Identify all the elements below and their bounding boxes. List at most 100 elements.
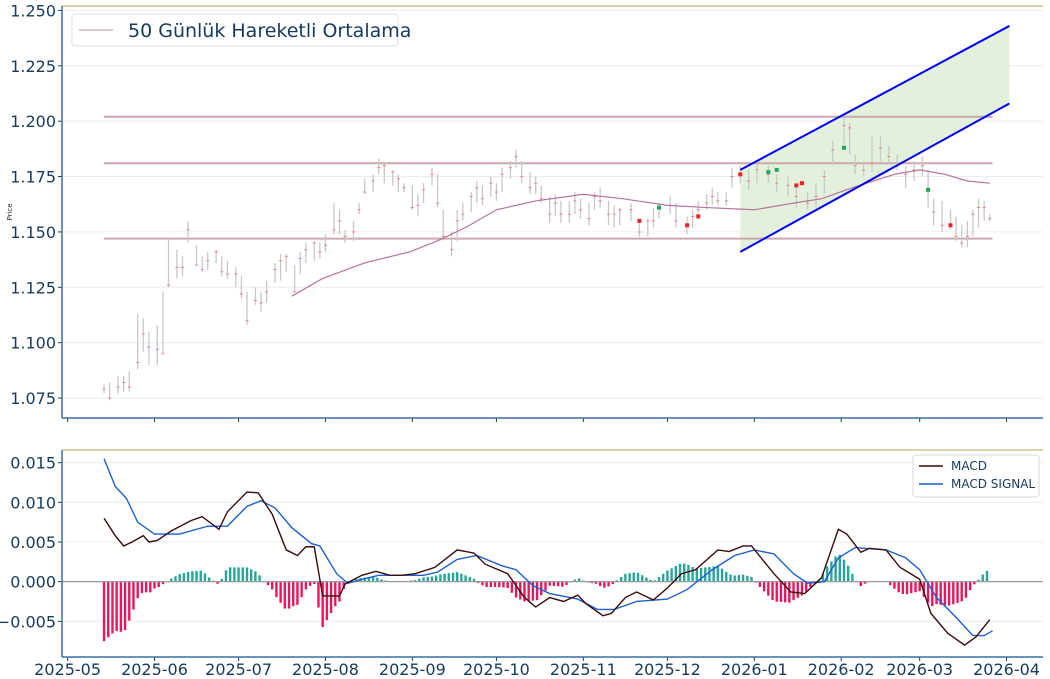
macd-histogram-bar: [451, 572, 455, 582]
macd-histogram-bar: [254, 571, 257, 582]
macd-histogram-bar: [170, 578, 173, 582]
macd-histogram-bar: [981, 574, 984, 582]
macd-histogram-bar: [527, 581, 530, 602]
macd-histogram-bar: [317, 581, 320, 608]
macd-histogram-bar: [775, 581, 778, 602]
price-panel: 1.075 1.100 1.125 1.150 1.175 1.200 1.225 1.250: [10, 1, 1043, 422]
macd-histogram-bar: [228, 567, 232, 582]
macd-histogram-bar: [662, 573, 665, 582]
macd-histogram-bar: [102, 581, 106, 642]
macd-line: [103, 491, 991, 646]
macd-histogram-bar: [287, 581, 291, 609]
macd-histogram-bar: [434, 575, 438, 582]
macd-histogram-bar: [691, 567, 694, 582]
macd-histogram-bar: [914, 581, 917, 593]
macd-histogram-bar: [144, 581, 148, 593]
macd-histogram-bar: [838, 554, 841, 582]
macd-legend: MACD MACD SIGNAL: [912, 454, 1040, 498]
macd-histogram-bar: [943, 581, 947, 606]
macd-xtick-label: 2025-10: [463, 660, 530, 679]
macd-histogram-bar: [670, 568, 673, 582]
macd-histogram-bar: [973, 581, 976, 585]
sell-signal-marker: [696, 214, 701, 219]
macd-histogram-bar: [624, 573, 627, 582]
macd-histogram-bar: [182, 573, 186, 582]
macd-histogram-bar: [783, 581, 787, 603]
macd-histogram-bar: [699, 567, 703, 582]
macd-histogram-bar: [926, 581, 930, 603]
macd-histogram-bar: [666, 570, 669, 582]
moving-average-line: [291, 169, 990, 297]
macd-histogram-bar: [611, 581, 614, 585]
macd-histogram-bar: [565, 581, 568, 585]
macd-histogram-bar: [573, 579, 577, 582]
macd-histogram-bar: [910, 581, 913, 594]
macd-xtick-label: 2025-07: [205, 660, 272, 679]
macd-histogram-bar: [258, 575, 261, 582]
macd-histogram-bar: [338, 581, 341, 602]
macd-histogram-bar: [788, 581, 791, 603]
macd-histogram-bar: [834, 556, 837, 582]
macd-xtick-label: 2025-05: [34, 660, 101, 679]
macd-histogram-bar: [779, 581, 783, 603]
macd-histogram-bar: [485, 581, 488, 587]
macd-histogram-bar: [918, 581, 921, 592]
buy-signal-marker: [774, 167, 779, 172]
macd-histogram-bar: [552, 581, 556, 586]
macd-histogram-bar: [107, 581, 110, 638]
macd-histogram-bar: [493, 581, 497, 588]
macd-histogram-bar: [203, 573, 207, 582]
macd-histogram-bar: [498, 581, 501, 588]
macd-ytick-label: 0.010: [10, 493, 56, 512]
macd-histogram-bar: [935, 581, 938, 605]
macd-histogram-bar: [796, 581, 799, 598]
macd-histogram-bar: [367, 577, 371, 582]
macd-histogram-bar: [619, 576, 623, 582]
macd-histogram-bar: [426, 576, 429, 582]
macd-xtick-label: 2026-03: [886, 660, 953, 679]
macd-histogram-bar: [947, 581, 951, 606]
macd-xtick-label: 2026-02: [808, 660, 875, 679]
macd-histogram-bar: [985, 570, 989, 582]
sell-signal-marker: [685, 223, 690, 228]
macd-histogram-bar: [968, 581, 972, 591]
macd-histogram-bar: [456, 572, 459, 582]
macd-histogram-bar: [472, 578, 476, 582]
macd-histogram-bar: [468, 577, 472, 582]
macd-histogram-bar: [371, 577, 375, 582]
macd-histogram-bar: [859, 581, 863, 586]
macd-xtick-label: 2026-01: [721, 660, 788, 679]
macd-histogram-bar: [186, 572, 190, 582]
macd-ytick-label: 0.000: [10, 573, 56, 592]
macd-histogram-bar: [380, 579, 383, 582]
macd-histogram-bar: [577, 578, 581, 582]
macd-histogram-bar: [447, 573, 450, 582]
macd-histogram-bar: [132, 581, 135, 610]
macd-histogram-bar: [548, 581, 551, 586]
macd-histogram-bar: [136, 581, 139, 599]
macd-xtick-label: 2025-08: [292, 660, 359, 679]
price-ytick-label: 1.225: [10, 57, 56, 76]
macd-histogram-bar: [531, 581, 535, 601]
buy-signal-marker: [926, 187, 931, 192]
macd-histogram-bar: [174, 576, 177, 582]
macd-histogram-bar: [716, 565, 720, 582]
sell-signal-marker: [637, 218, 642, 223]
macd-histogram-bar: [279, 581, 282, 603]
macd-histogram-bar: [464, 575, 467, 582]
macd-histogram-bar: [640, 575, 644, 582]
buy-signal-marker: [657, 205, 662, 210]
macd-histogram-bar: [657, 577, 661, 582]
macd-histogram-bar: [178, 574, 181, 582]
price-ytick-label: 1.200: [10, 112, 56, 131]
macd-histogram-bar: [439, 574, 442, 582]
macd-histogram-bar: [956, 581, 959, 603]
macd-histogram-bar: [510, 581, 514, 593]
macd-histogram-bar: [481, 581, 484, 586]
macd-histogram-bar: [207, 577, 211, 582]
price-ytick-label: 1.150: [10, 223, 56, 242]
sell-signal-marker: [948, 223, 953, 228]
macd-histogram-bar: [830, 561, 833, 582]
macd-histogram-bar: [191, 571, 194, 582]
price-ytick-label: 1.250: [10, 1, 56, 20]
